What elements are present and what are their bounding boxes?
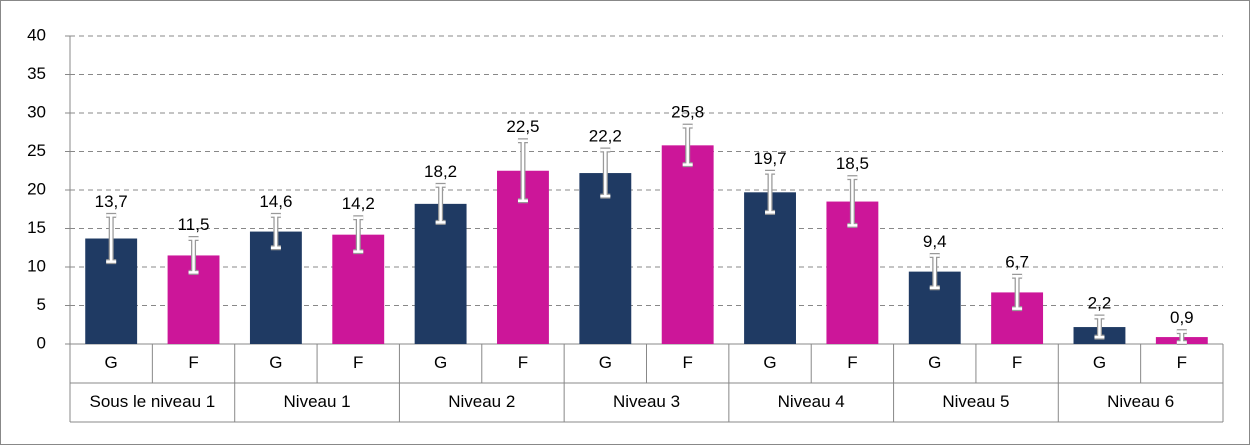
value-label: 6,7 <box>1005 253 1029 272</box>
error-bar <box>847 176 858 227</box>
error-bar <box>270 214 281 249</box>
value-label: 0,9 <box>1170 308 1194 327</box>
y-tick-label: 25 <box>27 141 46 160</box>
group-label: Niveau 5 <box>942 392 1009 411</box>
x-tick-label: F <box>682 353 692 372</box>
x-tick-label: G <box>105 353 118 372</box>
group-label: Niveau 6 <box>1107 392 1174 411</box>
error-bar <box>682 124 693 166</box>
x-tick-label: G <box>1093 353 1106 372</box>
y-tick-label: 30 <box>27 102 46 121</box>
value-label: 9,4 <box>923 232 947 251</box>
x-tick-label: G <box>928 353 941 372</box>
error-bar <box>929 254 940 290</box>
error-bar <box>1012 274 1023 310</box>
error-bar <box>765 171 776 214</box>
group-label: Niveau 1 <box>284 392 351 411</box>
x-tick-label: F <box>518 353 528 372</box>
y-tick-label: 10 <box>27 256 46 275</box>
x-tick-label: F <box>188 353 198 372</box>
y-tick-label: 5 <box>37 295 46 314</box>
value-label: 18,2 <box>424 162 457 181</box>
value-label: 18,5 <box>836 154 869 173</box>
error-bar <box>435 184 446 224</box>
value-label: 22,2 <box>589 126 622 145</box>
value-label: 19,7 <box>753 149 786 168</box>
value-label: 11,5 <box>178 215 210 234</box>
x-tick-label: G <box>434 353 447 372</box>
bar <box>579 173 632 344</box>
value-label: 2,2 <box>1088 294 1112 313</box>
value-label: 25,8 <box>671 103 704 122</box>
bar <box>414 203 467 344</box>
error-bar <box>600 148 611 198</box>
x-tick-label: G <box>269 353 282 372</box>
value-label: 13,7 <box>95 192 128 211</box>
y-tick-label: 35 <box>27 64 46 83</box>
x-tick-label: G <box>599 353 612 372</box>
bar <box>744 192 796 344</box>
error-bar <box>353 216 364 253</box>
error-bar <box>106 214 117 263</box>
value-label: 22,5 <box>506 117 539 136</box>
x-tick-label: F <box>1177 353 1187 372</box>
group-label: Niveau 2 <box>448 392 515 411</box>
x-tick-label: G <box>763 353 776 372</box>
y-tick-label: 0 <box>37 333 46 352</box>
error-bar <box>517 139 528 203</box>
group-label: Niveau 4 <box>778 392 845 411</box>
y-tick-label: 20 <box>27 179 46 198</box>
error-bar <box>1176 330 1187 344</box>
x-tick-label: F <box>1012 353 1022 372</box>
y-tick-label: 40 <box>27 25 46 44</box>
error-bar <box>1094 315 1105 339</box>
group-label: Niveau 3 <box>613 392 680 411</box>
y-tick-label: 15 <box>27 218 46 237</box>
x-tick-label: F <box>353 353 363 372</box>
value-label: 14,2 <box>342 194 375 213</box>
bar <box>249 231 302 344</box>
error-bar <box>188 237 199 274</box>
bar <box>661 145 714 344</box>
x-tick-label: F <box>847 353 857 372</box>
group-label: Sous le niveau 1 <box>90 392 216 411</box>
value-label: 14,6 <box>259 192 292 211</box>
